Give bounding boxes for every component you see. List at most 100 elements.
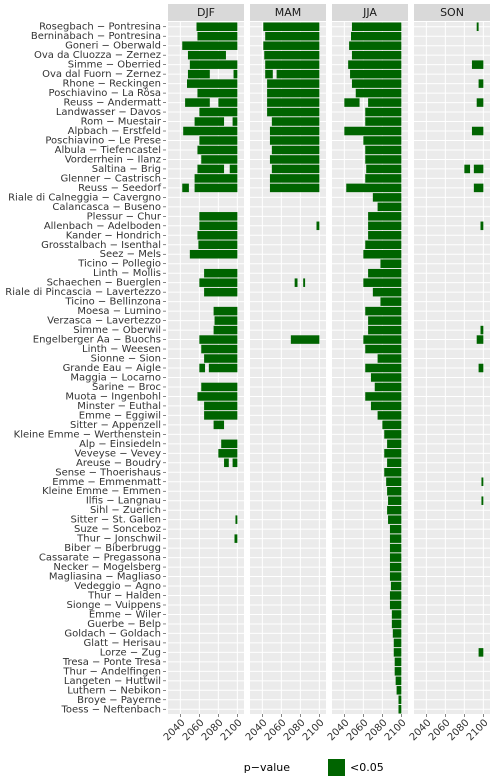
significant-tile bbox=[366, 164, 402, 174]
significant-tile bbox=[265, 31, 320, 41]
significant-tile bbox=[187, 50, 226, 60]
significant-tile bbox=[365, 392, 402, 401]
significant-tile bbox=[346, 183, 402, 193]
significant-tile bbox=[471, 126, 484, 136]
significant-tile bbox=[183, 126, 238, 136]
significant-tile bbox=[481, 477, 484, 487]
strip bbox=[168, 4, 244, 21]
y-tick-label: Goneri − Oberwald bbox=[65, 41, 161, 52]
significant-tile bbox=[224, 458, 229, 468]
significant-tile bbox=[365, 155, 402, 164]
significant-tile bbox=[267, 79, 320, 88]
significant-tile bbox=[390, 581, 402, 591]
y-tick-label: Engelberger Aa − Buochs bbox=[33, 335, 161, 346]
significant-tile bbox=[370, 401, 402, 411]
significant-tile bbox=[365, 344, 402, 354]
significant-tile bbox=[393, 648, 402, 657]
significant-tile bbox=[196, 22, 238, 32]
significant-tile bbox=[368, 221, 402, 231]
strip-label: DJF bbox=[197, 6, 215, 19]
significant-tile bbox=[269, 136, 320, 145]
significant-tile bbox=[232, 458, 238, 468]
y-tick-label: Biber − Biberbrugg bbox=[64, 543, 161, 554]
significant-tile bbox=[263, 22, 320, 32]
strip bbox=[250, 4, 326, 21]
significant-tile bbox=[271, 164, 320, 174]
y-tick-label: Tresa − Ponte Tresa bbox=[62, 657, 161, 668]
significant-tile bbox=[389, 591, 402, 600]
y-tick-label: Veveyse − Vevey bbox=[74, 448, 161, 459]
significant-tile bbox=[473, 183, 484, 193]
y-tick-label: Riale di Calneggia − Cavergno bbox=[8, 192, 161, 203]
significant-tile bbox=[267, 88, 320, 98]
y-tick-label: Kander − Hondrich bbox=[66, 230, 161, 241]
strip bbox=[332, 4, 408, 21]
y-tick-label: Rosegbach − Pontresina bbox=[39, 22, 161, 33]
significant-tile bbox=[387, 458, 402, 468]
y-tick-label: Ticino − Bellinzona bbox=[64, 297, 161, 308]
significant-tile bbox=[344, 98, 360, 107]
significant-tile bbox=[377, 411, 402, 420]
significant-tile bbox=[194, 174, 238, 183]
significant-tile bbox=[265, 60, 320, 69]
y-tick-label: Minster − Euthal bbox=[77, 401, 161, 412]
y-tick-label: Kleine Emme − Emmen bbox=[42, 486, 161, 497]
significant-tile bbox=[380, 297, 402, 306]
y-tick-label: Ova dal Fuorn − Zernez bbox=[42, 69, 161, 80]
significant-tile bbox=[199, 136, 238, 145]
significant-tile bbox=[384, 430, 402, 439]
significant-tile bbox=[294, 278, 298, 287]
significant-tile bbox=[189, 60, 238, 69]
significant-tile bbox=[480, 221, 484, 231]
significant-tile bbox=[232, 117, 238, 126]
significant-tile bbox=[187, 79, 238, 88]
significant-tile bbox=[194, 183, 238, 193]
significant-tile bbox=[365, 306, 402, 316]
significant-tile bbox=[218, 98, 238, 107]
y-tick-label: Rom − Muestair bbox=[81, 117, 162, 128]
significant-tile bbox=[303, 278, 306, 287]
significant-tile bbox=[368, 231, 402, 240]
y-tick-label: Allenbach − Adelboden bbox=[44, 221, 161, 232]
significant-tile bbox=[365, 145, 402, 155]
significant-tile bbox=[389, 600, 402, 610]
significant-tile bbox=[394, 667, 402, 676]
significant-tile bbox=[204, 401, 238, 411]
significant-tile bbox=[471, 60, 484, 69]
y-tick-label: Berninabach − Pontresina bbox=[31, 31, 161, 42]
significant-tile bbox=[476, 22, 479, 32]
significant-tile bbox=[189, 249, 238, 259]
y-tick-label: Ilfis − Langnau bbox=[86, 496, 161, 507]
significant-tile bbox=[235, 515, 238, 524]
significant-tile bbox=[478, 79, 484, 88]
significant-tile bbox=[365, 107, 402, 117]
y-tick-label: Sense − Thoerishaus bbox=[55, 467, 161, 478]
significant-tile bbox=[267, 98, 320, 107]
significant-tile bbox=[344, 126, 402, 136]
y-tick-label: Linth − Weesen bbox=[82, 344, 161, 355]
significant-tile bbox=[387, 439, 402, 449]
significant-tile bbox=[197, 88, 238, 98]
y-tick-label: Linth − Mollis bbox=[93, 268, 161, 279]
significant-tile bbox=[351, 79, 402, 88]
y-tick-label: Verzasca − Lavertezzo bbox=[47, 316, 161, 327]
y-tick-label: Grande Eau − Aigle bbox=[63, 363, 161, 374]
y-tick-label: Sitter − Appenzell bbox=[70, 420, 161, 431]
significant-tile bbox=[365, 240, 402, 250]
y-tick-label: Seez − Mels bbox=[100, 249, 161, 260]
y-tick-label: Poschiavino − La Rösa bbox=[49, 88, 161, 99]
x-tick-label: 2100 bbox=[383, 717, 409, 743]
legend-title: p−value bbox=[244, 761, 290, 774]
significant-tile bbox=[269, 174, 320, 183]
y-tick-label: Landwasser − Davos bbox=[56, 107, 161, 118]
y-tick-label: Sarine − Broc bbox=[92, 382, 161, 393]
significant-tile bbox=[388, 496, 402, 505]
y-tick-label: Sionne − Sion bbox=[91, 354, 161, 365]
significant-tile bbox=[276, 69, 320, 79]
significant-tile bbox=[389, 524, 402, 534]
significant-tile bbox=[213, 325, 238, 335]
y-tick-label: Plessur − Chur bbox=[87, 211, 162, 222]
significant-tile bbox=[388, 515, 402, 524]
significant-tile bbox=[384, 449, 402, 458]
y-tick-label: Suze − Sonceboz bbox=[74, 524, 161, 535]
